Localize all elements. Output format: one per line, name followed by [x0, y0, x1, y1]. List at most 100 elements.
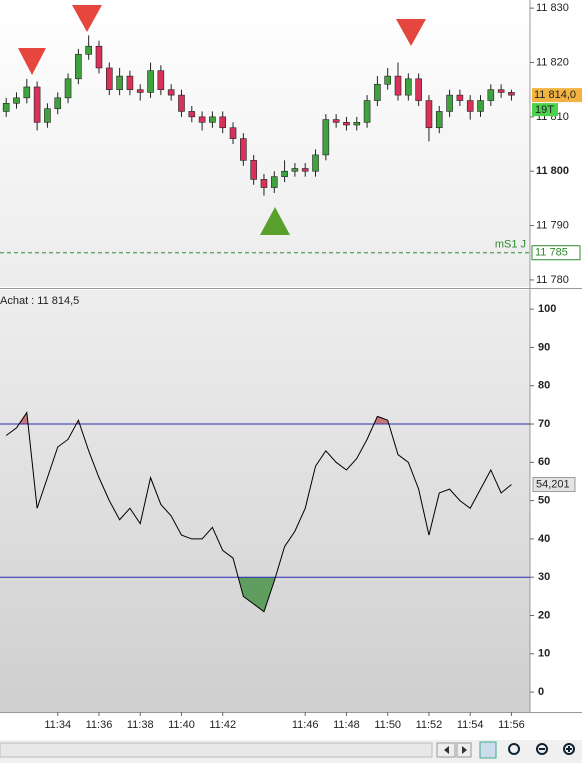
candle-body	[312, 154, 319, 172]
x-tick-label: 11:36	[86, 719, 113, 731]
sell-signal	[396, 19, 426, 46]
under-fill	[6, 577, 512, 612]
candle-body	[250, 160, 257, 180]
candle-body	[508, 92, 515, 96]
scrollbar[interactable]	[0, 742, 433, 758]
y-tick-label: 11 830	[536, 2, 569, 14]
candle-body	[13, 97, 20, 104]
y-tick-label: 100	[538, 303, 556, 315]
candle-body	[260, 179, 268, 188]
last-value-label: 54,201	[536, 478, 570, 490]
candle-body	[281, 170, 288, 177]
signals	[18, 5, 426, 235]
candle-body	[374, 83, 381, 101]
last-tag-box	[532, 103, 558, 117]
rsi-panel	[0, 290, 530, 712]
candle-body	[23, 86, 31, 99]
x-tick-label: 11:34	[44, 719, 71, 731]
x-tick-label: 11:38	[127, 719, 154, 731]
auto-scale-button[interactable]	[479, 741, 497, 759]
level-name: mS1 J	[495, 239, 526, 251]
candle-body	[466, 100, 474, 112]
zoom-in-button[interactable]	[563, 743, 575, 755]
candle-body	[219, 116, 227, 129]
candle-body	[343, 122, 350, 126]
zoom-fit-button[interactable]	[508, 743, 520, 755]
candle-body	[322, 119, 330, 156]
last-price-box	[532, 88, 582, 103]
candle-body	[157, 70, 165, 90]
price-panel	[0, 0, 530, 287]
y-tick-label: 11 820	[536, 56, 569, 68]
x-tick-label: 11:50	[374, 719, 401, 731]
icon	[444, 746, 449, 754]
last-price-label: 11 814,0	[534, 89, 576, 101]
candle-body	[85, 45, 92, 55]
level-box	[531, 245, 581, 261]
candle-body	[456, 94, 464, 101]
candle-body	[209, 116, 216, 123]
axis-area	[530, 0, 582, 712]
candle-body	[405, 78, 412, 96]
last-tag: 19T	[535, 104, 554, 116]
sell-signal	[18, 48, 46, 75]
candle-body	[270, 176, 278, 188]
level-label: 11 785	[535, 247, 568, 259]
sell-signal	[72, 5, 102, 32]
candle-body	[178, 94, 185, 112]
candle-body	[425, 100, 433, 129]
zoom-out-button[interactable]	[536, 743, 548, 755]
candle-body	[167, 89, 175, 96]
candle-body	[44, 108, 51, 123]
candle-body	[95, 45, 103, 69]
x-tick-label: 11:56	[498, 719, 525, 731]
x-tick-label: 11:40	[168, 719, 195, 731]
candle-body	[301, 168, 309, 172]
candle-body	[229, 127, 237, 139]
candle-body	[332, 119, 340, 123]
y-tick-label: 0	[538, 686, 544, 698]
y-tick-label: 60	[538, 456, 550, 468]
candle-body	[291, 168, 299, 172]
candle-body	[2, 102, 10, 112]
y-tick-label: 70	[538, 418, 550, 430]
y-tick-label: 40	[538, 533, 550, 545]
candle-body	[105, 67, 113, 90]
candle-body	[54, 97, 62, 110]
candle-body	[415, 78, 422, 101]
candle-body	[394, 75, 402, 96]
buy-signal	[260, 207, 290, 235]
candle-body	[384, 75, 392, 85]
candle-body	[240, 138, 247, 161]
x-tick-label: 11:52	[416, 719, 443, 731]
indicator-title: Achat : 11 814,5	[0, 295, 79, 307]
x-tick-label: 11:42	[209, 719, 236, 731]
x-tick-label: 11:46	[292, 719, 319, 731]
rsi-line	[5, 411, 512, 613]
y-tick-label: 11 780	[536, 274, 569, 286]
icon	[462, 746, 467, 754]
candle-body	[477, 100, 484, 112]
candle-body	[446, 94, 453, 112]
candle-body	[497, 89, 505, 93]
y-tick-label: 80	[538, 380, 550, 392]
candle-body	[188, 111, 196, 118]
y-tick-label: 11 800	[536, 165, 569, 177]
candle-body	[147, 70, 154, 93]
last-value-box	[532, 477, 576, 493]
x-tick-label: 11:54	[457, 719, 484, 731]
candle-body	[136, 89, 144, 93]
y-tick-label: 50	[538, 495, 550, 507]
y-tick-label: 30	[538, 571, 550, 583]
y-tick-label: 20	[538, 609, 550, 621]
candle-body	[487, 89, 495, 101]
candle-body	[33, 86, 41, 123]
candle-body	[75, 54, 82, 80]
candle-body	[64, 78, 72, 99]
candle-body	[126, 75, 134, 90]
x-tick-label: 11:48	[333, 719, 360, 731]
candle-body	[116, 75, 123, 90]
candle-body	[198, 116, 206, 123]
candle-body	[353, 122, 361, 126]
candle-body	[363, 100, 371, 123]
